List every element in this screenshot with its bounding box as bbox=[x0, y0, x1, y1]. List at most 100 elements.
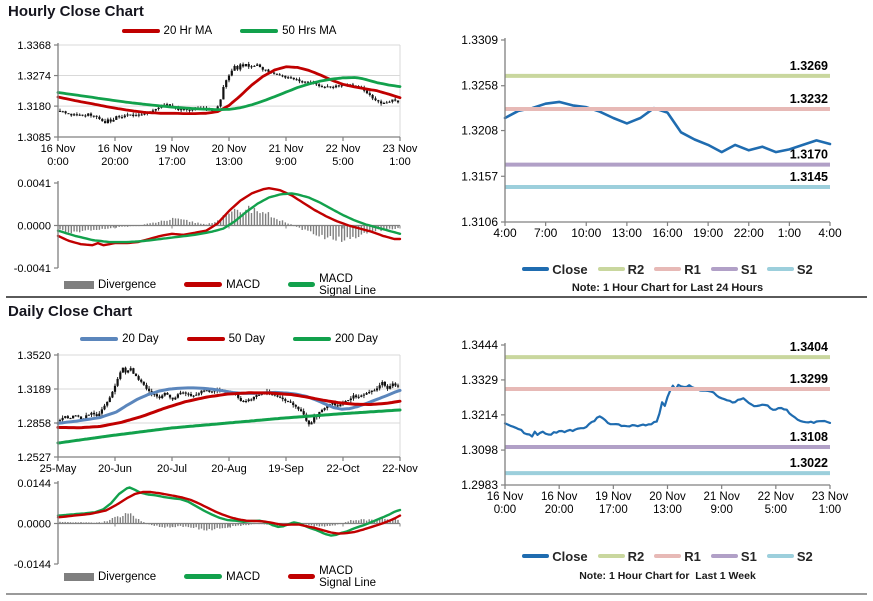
svg-text:1.3180: 1.3180 bbox=[17, 101, 51, 113]
svg-text:22-Nov: 22-Nov bbox=[382, 463, 418, 475]
legend-item-s2: S2 bbox=[766, 548, 813, 564]
legend-item-50-day: 50 Day bbox=[186, 333, 266, 345]
legend-item-200-day: 200 Day bbox=[293, 333, 378, 345]
legend-line-swatch bbox=[654, 554, 682, 558]
support-resistance-1w-legend: Close R2 R1 S1 S2 bbox=[500, 547, 835, 565]
legend-label: S2 bbox=[796, 261, 813, 277]
svg-text:17:00: 17:00 bbox=[158, 156, 186, 168]
legend-label: Divergence bbox=[98, 570, 157, 583]
svg-text:19:00: 19:00 bbox=[693, 226, 723, 240]
svg-text:0:00: 0:00 bbox=[47, 156, 68, 168]
legend-line-swatch bbox=[240, 28, 279, 34]
legend-label: S1 bbox=[740, 261, 757, 277]
svg-text:16 Nov: 16 Nov bbox=[541, 491, 578, 503]
svg-text:0:00: 0:00 bbox=[494, 504, 516, 516]
svg-text:4:00: 4:00 bbox=[818, 226, 842, 240]
legend-line-swatch bbox=[288, 574, 316, 579]
svg-text:22 Nov: 22 Nov bbox=[326, 143, 361, 155]
svg-text:1.3022: 1.3022 bbox=[790, 456, 828, 470]
svg-text:1.2983: 1.2983 bbox=[461, 478, 498, 492]
legend-label: R1 bbox=[684, 261, 701, 277]
legend-item-50-hrs-ma: 50 Hrs MA bbox=[240, 25, 336, 37]
legend-item-close: Close bbox=[522, 261, 588, 277]
legend-line-swatch bbox=[186, 336, 225, 342]
svg-text:0.0144: 0.0144 bbox=[17, 478, 51, 490]
svg-text:1.3145: 1.3145 bbox=[790, 170, 828, 184]
legend-item-macd-signal-line: MACD Signal Line bbox=[288, 565, 386, 589]
page-bottom-divider bbox=[6, 593, 867, 595]
svg-text:1.3444: 1.3444 bbox=[461, 338, 498, 352]
legend-label: 50 Hrs MA bbox=[282, 25, 337, 37]
svg-text:13:00: 13:00 bbox=[612, 226, 642, 240]
svg-text:1.2858: 1.2858 bbox=[17, 418, 51, 430]
legend-line-swatch bbox=[654, 267, 682, 271]
svg-text:17:00: 17:00 bbox=[599, 504, 628, 516]
svg-text:1.3189: 1.3189 bbox=[17, 384, 51, 396]
svg-text:-0.0041: -0.0041 bbox=[14, 263, 51, 275]
legend-label: MACD Signal Line bbox=[319, 272, 376, 297]
legend-line-swatch bbox=[293, 336, 332, 342]
legend-item-s1: S1 bbox=[710, 261, 757, 277]
legend-line-swatch bbox=[597, 267, 625, 271]
legend-bar-swatch bbox=[64, 280, 94, 289]
svg-text:22:00: 22:00 bbox=[734, 226, 764, 240]
svg-text:20-Aug: 20-Aug bbox=[211, 463, 246, 475]
legend-line-swatch bbox=[121, 28, 160, 34]
legend-item-macd-signal-line: MACD Signal Line bbox=[288, 273, 386, 297]
svg-text:9:00: 9:00 bbox=[710, 504, 732, 516]
svg-text:1.3258: 1.3258 bbox=[461, 79, 498, 93]
svg-text:16 Nov: 16 Nov bbox=[41, 143, 76, 155]
svg-text:1.3269: 1.3269 bbox=[790, 59, 828, 73]
legend-line-swatch bbox=[184, 574, 223, 579]
svg-text:1.3214: 1.3214 bbox=[461, 408, 498, 422]
svg-text:5:00: 5:00 bbox=[332, 156, 353, 168]
svg-text:1.3274: 1.3274 bbox=[17, 71, 51, 83]
svg-text:20:00: 20:00 bbox=[101, 156, 129, 168]
hourly-macd-legend: Divergence MACD MACD Signal Line bbox=[50, 273, 400, 297]
svg-text:9:00: 9:00 bbox=[275, 156, 296, 168]
svg-text:1:00: 1:00 bbox=[389, 156, 410, 168]
legend-line-swatch bbox=[710, 554, 738, 558]
legend-label: MACD bbox=[226, 278, 261, 291]
svg-text:20 Nov: 20 Nov bbox=[212, 143, 247, 155]
hourly-sr-note: Note: 1 Hour Chart for Last 24 Hours bbox=[571, 282, 764, 294]
svg-text:1.3108: 1.3108 bbox=[790, 430, 828, 444]
legend-item-macd: MACD bbox=[184, 279, 260, 291]
legend-label: Divergence bbox=[98, 278, 157, 291]
svg-text:5:00: 5:00 bbox=[765, 504, 787, 516]
svg-text:13:00: 13:00 bbox=[215, 156, 243, 168]
legend-label: MACD bbox=[226, 570, 261, 583]
legend-line-swatch bbox=[80, 336, 119, 342]
svg-text:1.3299: 1.3299 bbox=[790, 372, 828, 386]
svg-text:0.0000: 0.0000 bbox=[17, 221, 51, 233]
svg-text:20:00: 20:00 bbox=[545, 504, 574, 516]
legend-label: S2 bbox=[796, 548, 813, 564]
legend-line-swatch bbox=[288, 282, 316, 287]
legend-label: 50 Day bbox=[228, 333, 266, 345]
svg-text:19 Nov: 19 Nov bbox=[595, 491, 632, 503]
svg-text:21 Nov: 21 Nov bbox=[703, 491, 740, 503]
legend-line-swatch bbox=[522, 267, 550, 271]
section-divider bbox=[6, 296, 867, 298]
svg-text:1.3368: 1.3368 bbox=[17, 40, 51, 52]
svg-text:1.3404: 1.3404 bbox=[790, 340, 828, 354]
hourly-section-title: Hourly Close Chart bbox=[8, 3, 144, 20]
svg-text:19-Sep: 19-Sep bbox=[268, 463, 303, 475]
svg-text:22 Nov: 22 Nov bbox=[758, 491, 795, 503]
legend-item-macd: MACD bbox=[184, 571, 260, 583]
svg-text:16:00: 16:00 bbox=[652, 226, 682, 240]
svg-text:10:00: 10:00 bbox=[571, 226, 601, 240]
legend-line-swatch bbox=[766, 267, 794, 271]
daily-macd-legend: Divergence MACD MACD Signal Line bbox=[50, 565, 400, 589]
svg-text:1.3232: 1.3232 bbox=[790, 92, 828, 106]
hourly-price-legend: 20 Hr MA 50 Hrs MA bbox=[58, 23, 400, 39]
svg-text:1.3157: 1.3157 bbox=[461, 169, 498, 183]
legend-label: Close bbox=[552, 261, 588, 277]
svg-text:20-Jun: 20-Jun bbox=[98, 463, 132, 475]
svg-text:1.3329: 1.3329 bbox=[461, 373, 498, 387]
